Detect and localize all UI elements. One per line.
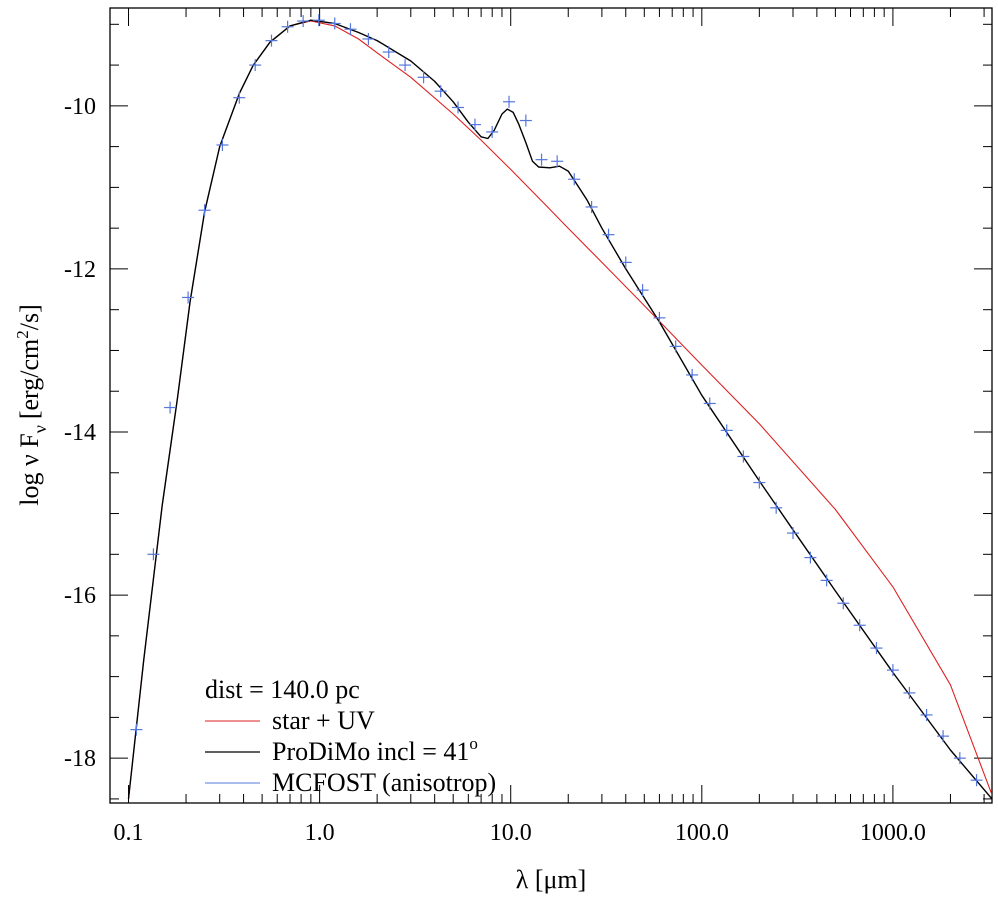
x-axis-unit: [μm]	[535, 865, 586, 894]
y-axis-prefix: log ν F	[15, 433, 44, 505]
mcfost-point	[669, 340, 682, 353]
mcfost-point	[164, 401, 177, 414]
x-tick-label: 1.0	[305, 820, 335, 846]
y-axis-unit-a: [erg/cm	[15, 339, 44, 419]
mcfost-point	[519, 114, 532, 127]
mcfost-markers	[130, 14, 983, 787]
legend-label-prodimo-text: ProDiMo incl = 41	[272, 737, 469, 766]
y-tick-label: -16	[64, 583, 96, 609]
mcfost-point	[753, 476, 766, 489]
mcfost-point	[720, 424, 733, 437]
mcfost-point	[198, 204, 211, 217]
plot-frame	[109, 7, 993, 804]
mcfost-point	[551, 155, 564, 168]
y-tick-label: -14	[64, 420, 96, 446]
mcfost-point	[452, 101, 465, 114]
mcfost-point	[468, 118, 481, 131]
mcfost-point	[568, 173, 581, 186]
mcfost-point	[903, 686, 916, 699]
mcfost-point	[970, 774, 983, 787]
mcfost-point	[130, 723, 143, 736]
legend-label-prodimo-degree: o	[469, 734, 478, 753]
mcfost-point	[602, 228, 615, 241]
mcfost-point	[434, 85, 447, 98]
mcfost-point	[886, 664, 899, 677]
x-tick-labels: 0.1 1.0 10.0 100.0 1000.0	[114, 820, 926, 846]
mcfost-point	[737, 450, 750, 463]
mcfost-point	[265, 34, 278, 47]
x-tick-label: 100.0	[675, 820, 729, 846]
mcfost-point	[147, 548, 160, 561]
mcfost-point	[837, 597, 850, 610]
mcfost-point	[281, 20, 294, 33]
x-tick-label: 1000.0	[860, 820, 926, 846]
legend: dist = 140.0 pc star + UV ProDiMo incl =…	[205, 675, 496, 797]
y-axis-unit-b: /s]	[15, 304, 44, 330]
y-axis-sub: ν	[30, 425, 50, 433]
mcfost-point	[216, 138, 229, 151]
legend-label-prodimo: ProDiMo incl = 41o	[272, 734, 478, 766]
mcfost-point	[820, 574, 833, 587]
mcfost-point	[182, 291, 195, 304]
mcfost-point	[362, 32, 375, 45]
mcfost-point	[686, 368, 699, 381]
mcfost-point	[297, 15, 310, 28]
mcfost-point	[249, 59, 262, 72]
legend-label-mcfost: MCFOST (anisotrop)	[272, 768, 496, 797]
y-tick-labels: -10 -12 -14 -16 -18	[64, 94, 96, 772]
legend-label-star: star + UV	[272, 706, 375, 735]
mcfost-point	[870, 642, 883, 655]
y-tick-label: -10	[64, 94, 96, 120]
mcfost-point	[853, 619, 866, 632]
mcfost-point	[770, 501, 783, 514]
mcfost-point	[382, 46, 395, 59]
y-axis-title: log ν Fν [erg/cm2/s]	[13, 304, 50, 505]
mcfost-point	[233, 91, 246, 104]
series-group	[127, 14, 992, 800]
mcfost-point	[328, 17, 341, 30]
x-axis-symbol: λ	[516, 865, 529, 894]
x-tick-label: 0.1	[114, 820, 144, 846]
mcfost-point	[344, 23, 357, 36]
x-axis-title: λ [μm]	[516, 865, 587, 894]
axis-ticks	[110, 8, 992, 803]
mcfost-point	[804, 551, 817, 564]
x-tick-label: 10.0	[490, 820, 532, 846]
mcfost-point	[399, 59, 412, 72]
legend-header: dist = 140.0 pc	[205, 675, 360, 704]
mcfost-point	[503, 95, 516, 108]
mcfost-point	[535, 153, 548, 166]
mcfost-point	[417, 71, 430, 84]
y-tick-label: -12	[64, 257, 96, 283]
mcfost-point	[953, 752, 966, 765]
mcfost-point	[619, 256, 632, 269]
mcfost-point	[786, 527, 799, 540]
prodimo-line	[127, 19, 992, 800]
mcfost-point	[703, 397, 716, 410]
mcfost-point	[920, 708, 933, 721]
mcfost-point	[636, 284, 649, 297]
mcfost-point	[585, 200, 598, 213]
y-tick-label: -18	[64, 746, 96, 772]
y-axis-unit-sup: 2	[13, 330, 32, 339]
mcfost-point	[937, 730, 950, 743]
mcfost-point	[486, 125, 499, 138]
mcfost-point	[312, 14, 325, 27]
mcfost-point	[653, 311, 666, 324]
